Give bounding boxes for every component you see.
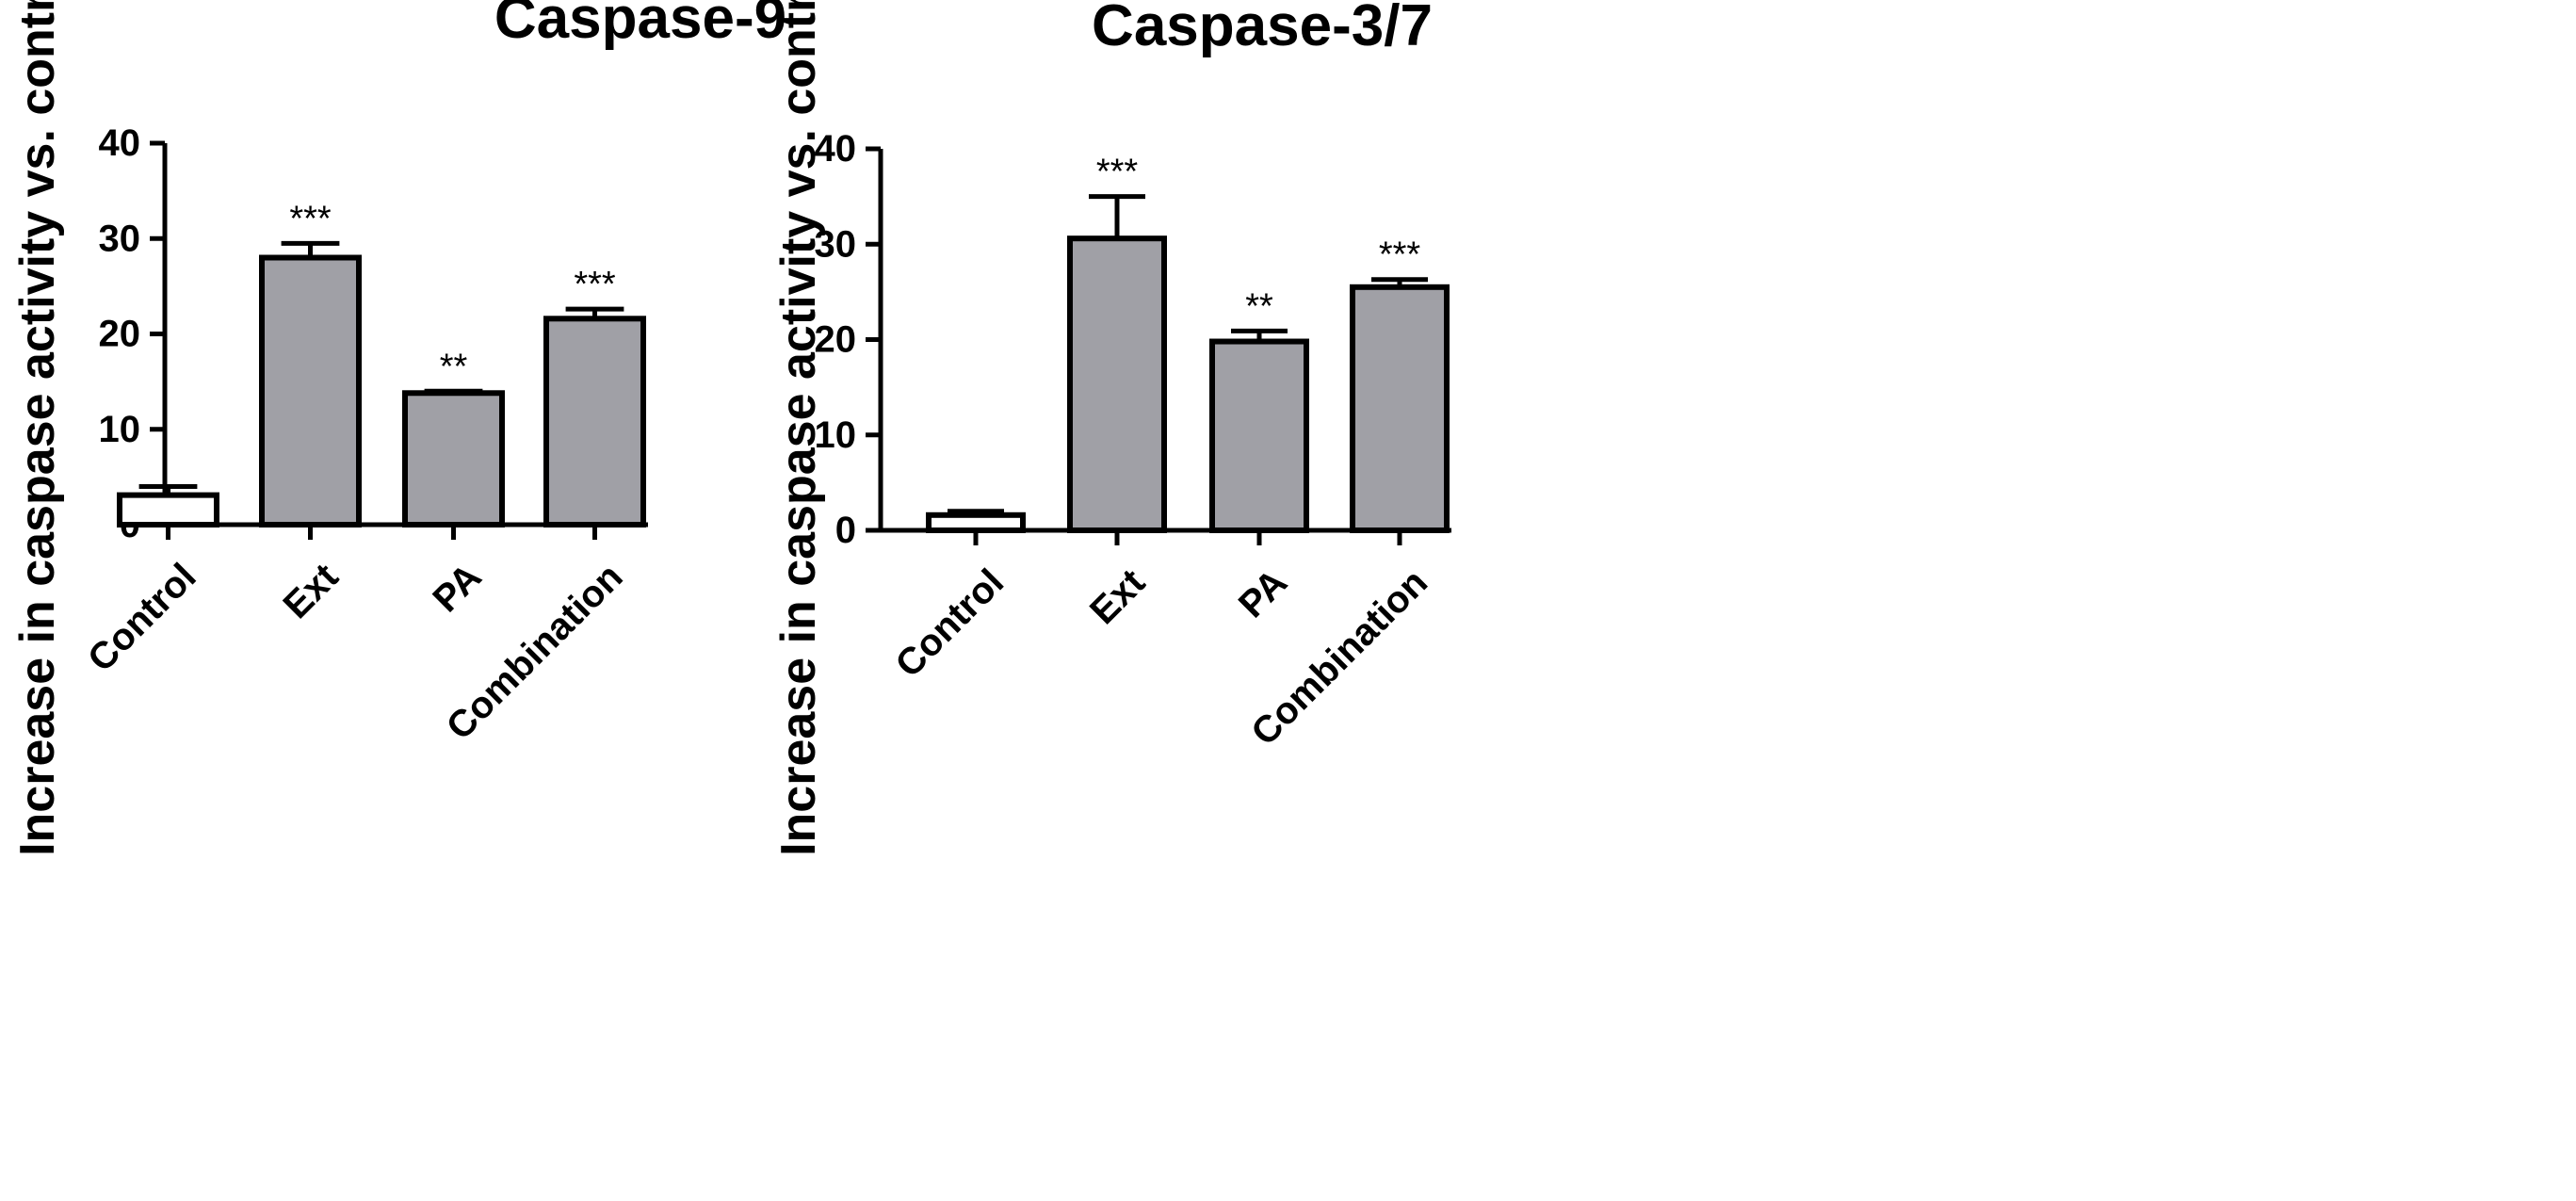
bar-control — [926, 511, 1026, 533]
category-label: PA — [1231, 561, 1295, 625]
y-axis-label: Increase in caspase activity vs. control… — [771, 0, 826, 856]
y-tick-label: 10 — [815, 414, 857, 456]
caspase-9-chart: Caspase-9 Increase in caspase activity vs… — [10, 0, 786, 856]
y-tick-label: 40 — [815, 128, 857, 170]
y-tick-label: 30 — [99, 218, 141, 259]
significance-label: *** — [289, 199, 332, 238]
y-tick-label: 0 — [835, 510, 856, 551]
category-label: Control — [80, 556, 204, 680]
category-label: PA — [425, 556, 489, 620]
category-label: Ext — [1082, 561, 1153, 632]
caspase-3-7-chart: Caspase-3/7 Increase in caspase activity … — [771, 0, 1451, 856]
significance-label: ** — [1245, 286, 1273, 326]
category-label: Ext — [276, 556, 347, 626]
y-tick-label: 10 — [99, 409, 141, 450]
category-label: Control — [888, 561, 1013, 686]
chart-title: Caspase-3/7 — [1092, 0, 1433, 58]
y-tick-label: 20 — [99, 314, 141, 355]
y-tick-label: 20 — [815, 319, 857, 361]
significance-label: *** — [574, 265, 616, 304]
significance-label: *** — [1096, 153, 1139, 192]
bar-ext — [259, 254, 362, 527]
chart-title: Caspase-9 — [494, 0, 786, 51]
bar-control — [117, 492, 219, 527]
y-axis-label: Increase in caspase activity vs. control… — [10, 0, 65, 856]
bar-pa — [1209, 338, 1309, 533]
bar-combination — [543, 316, 646, 527]
significance-label: ** — [440, 347, 468, 386]
bar-ext — [1067, 235, 1167, 534]
y-tick-label: 30 — [815, 223, 857, 265]
bar-combination — [1350, 284, 1450, 533]
bar-pa — [402, 390, 505, 527]
significance-label: *** — [1379, 235, 1421, 275]
y-tick-label: 40 — [99, 122, 141, 164]
